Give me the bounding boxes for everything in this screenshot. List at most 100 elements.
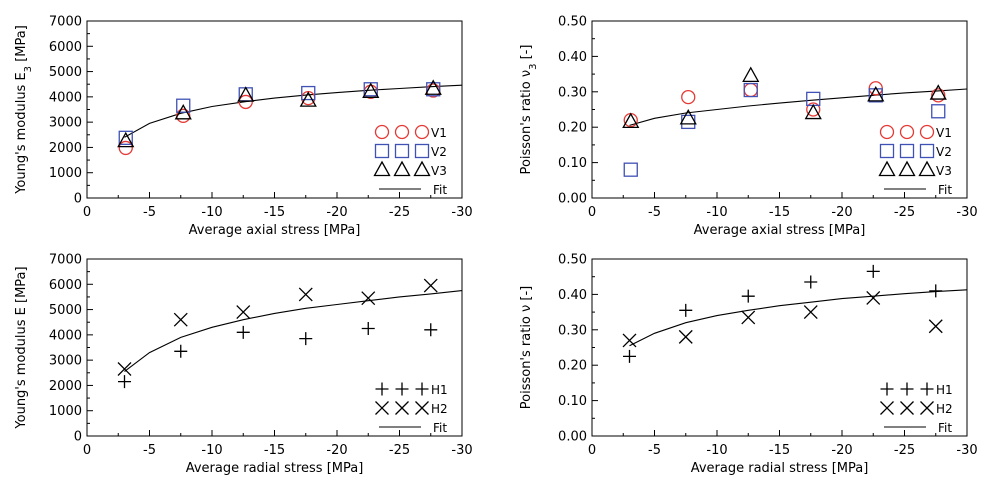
y-axis-label-unit: [MPa] xyxy=(14,25,29,66)
data-point-v3 xyxy=(237,86,255,102)
data-point-h2 xyxy=(928,319,943,334)
x-axis-label: Average axial stress [MPa] xyxy=(189,223,361,238)
legend-marker xyxy=(415,382,429,396)
data-point-v1-shape xyxy=(806,102,821,117)
x-tick-label: -30 xyxy=(451,205,472,220)
legend-item-h2: H2 xyxy=(880,401,953,416)
data-point-v3-shape xyxy=(742,66,760,83)
data-point-h1-shape xyxy=(236,325,250,339)
y-axis-label-unit: [MPa] xyxy=(14,266,29,307)
legend-marker xyxy=(395,401,409,415)
legend-marker-shape xyxy=(920,401,934,415)
data-point-v3-shape xyxy=(117,131,135,148)
legend-marker-shape xyxy=(394,143,410,159)
legend-marker xyxy=(413,160,431,177)
y-axis-label-main: Young's modulus E xyxy=(14,307,29,429)
fit-curve xyxy=(124,84,463,138)
y-tick-label: 6000 xyxy=(49,278,82,293)
legend-marker xyxy=(374,143,390,159)
data-point-v1-shape xyxy=(743,82,758,98)
legend-marker xyxy=(919,124,935,140)
data-point-h2 xyxy=(803,305,818,320)
data-point-v3-shape xyxy=(174,103,192,120)
y-tick-label: 3000 xyxy=(49,354,82,369)
legend-marker-shape xyxy=(918,160,936,177)
data-point-h2-shape xyxy=(361,291,376,306)
plot-frame xyxy=(591,258,968,437)
x-tick-label: -15 xyxy=(769,443,790,458)
data-point-v3 xyxy=(622,112,640,129)
y-tick-label: 0.00 xyxy=(558,430,587,445)
x-tick-label: -15 xyxy=(769,205,790,220)
x-tick-label: 0 xyxy=(588,205,596,220)
data-point-v3 xyxy=(679,109,697,125)
x-tick-label: -20 xyxy=(326,205,347,220)
y-tick-label: 0.20 xyxy=(558,121,587,136)
legend: H1 H2 Fit xyxy=(375,382,448,435)
data-point-h1-shape xyxy=(299,332,313,346)
data-point-v2-shape xyxy=(623,162,638,177)
data-point-h2-shape xyxy=(622,333,637,348)
legend-marker-shape xyxy=(373,160,391,177)
data-point-h1-shape xyxy=(424,323,438,337)
x-tick-label: -20 xyxy=(326,443,347,458)
legend-marker xyxy=(920,382,934,396)
data-point-v2 xyxy=(743,82,758,98)
y-axis-label: Poisson's ratio ν [-] xyxy=(519,286,534,410)
data-point-v3-shape xyxy=(622,112,640,129)
data-point-h2 xyxy=(236,305,251,320)
data-point-v3-shape xyxy=(804,103,822,120)
legend-item-v2: V2 xyxy=(374,143,447,159)
plot-frame xyxy=(591,20,968,199)
y-tick-label: 4000 xyxy=(49,328,82,343)
legend-item-fit: Fit xyxy=(884,183,952,197)
data-point-v3 xyxy=(174,103,192,120)
data-point-h1-shape xyxy=(741,289,755,303)
legend-label: V3 xyxy=(431,164,447,178)
legend-label: H2 xyxy=(936,402,953,416)
legend-marker-shape xyxy=(374,124,390,140)
data-point-v1 xyxy=(118,140,133,156)
data-point-h2 xyxy=(173,312,188,327)
fit-curve xyxy=(124,290,463,372)
data-point-v2-shape xyxy=(868,88,883,103)
data-point-h2-shape xyxy=(117,362,132,376)
legend-marker xyxy=(878,160,896,177)
legend-marker-shape xyxy=(375,382,389,396)
legend-label: H2 xyxy=(431,402,448,416)
legend-marker xyxy=(900,401,914,415)
y-tick-label: 0.00 xyxy=(558,192,587,207)
x-tick-label: -5 xyxy=(648,443,661,458)
legend-marker-shape xyxy=(414,143,430,159)
legend-marker-shape xyxy=(413,160,431,177)
y-tick-label: 0.50 xyxy=(558,15,587,30)
legend-label: Fit xyxy=(938,421,952,435)
legend-item-h2: H2 xyxy=(375,401,448,416)
legend-marker xyxy=(374,124,390,140)
data-point-h2-shape xyxy=(423,278,438,293)
legend-item-v1: V1 xyxy=(374,124,447,140)
data-point-h1 xyxy=(299,332,313,346)
legend-marker-shape xyxy=(374,143,390,159)
y-tick-label: 0.20 xyxy=(558,359,587,374)
y-tick-label: 0.10 xyxy=(558,156,587,171)
data-point-h2-shape xyxy=(866,290,881,305)
legend-marker xyxy=(900,382,914,396)
legend-marker xyxy=(880,401,894,415)
data-point-v1 xyxy=(681,89,696,105)
legend-marker-shape xyxy=(899,124,915,140)
data-point-v3 xyxy=(742,66,760,83)
legend-marker-shape xyxy=(919,124,935,140)
y-tick-label: 1000 xyxy=(49,404,82,419)
y-axis-label-unit: [-] xyxy=(519,286,534,305)
data-point-v3-shape xyxy=(867,86,885,102)
legend-marker xyxy=(879,143,895,159)
data-point-v1-shape xyxy=(118,140,133,156)
y-tick-label: 0.30 xyxy=(558,323,587,338)
y-tick-label: 0.40 xyxy=(558,288,587,303)
x-tick-label: -5 xyxy=(143,205,156,220)
legend-marker-shape xyxy=(375,401,389,415)
x-tick-label: -5 xyxy=(143,443,156,458)
y-tick-label: 7000 xyxy=(49,15,82,30)
legend-marker xyxy=(898,160,916,177)
